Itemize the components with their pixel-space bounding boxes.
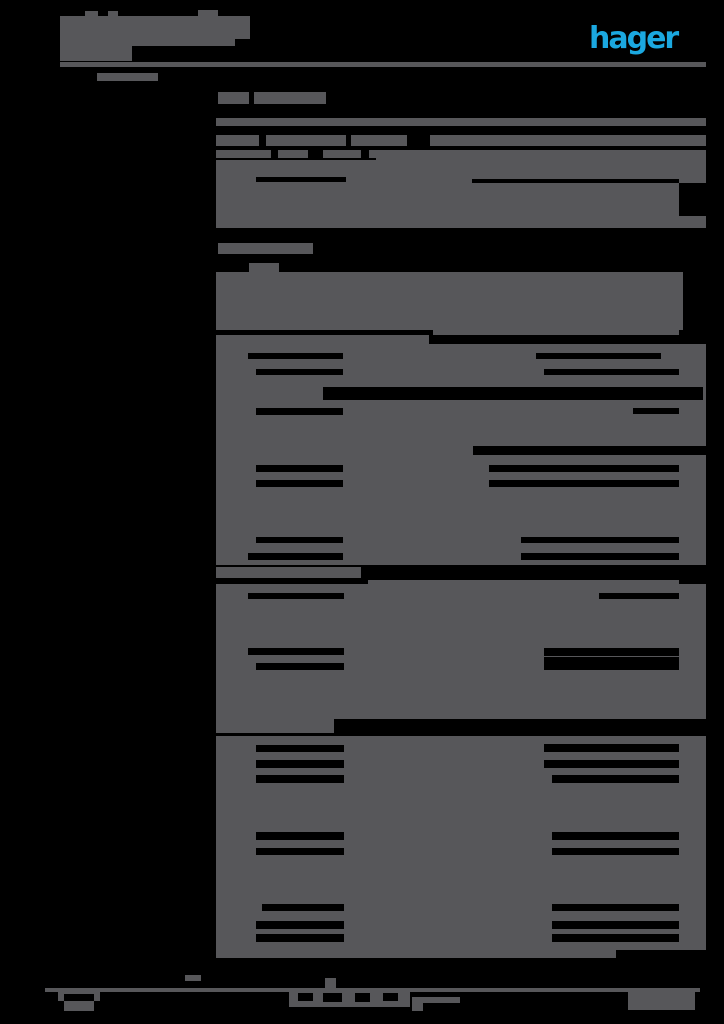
row-gap xyxy=(489,480,679,487)
row-gap xyxy=(544,648,679,656)
doc-subtitle-block xyxy=(60,39,235,46)
row-gap xyxy=(256,934,344,942)
intro-dense-mass xyxy=(376,150,706,167)
header-rule xyxy=(60,62,706,67)
row-gap xyxy=(256,921,344,929)
intro-line2-seg xyxy=(323,150,361,158)
row-gap xyxy=(521,537,679,543)
row-gap xyxy=(256,775,344,783)
intro-line-seg xyxy=(430,135,706,146)
footer-tray-icon-left xyxy=(58,994,64,1001)
cert-icon-gap xyxy=(355,993,370,1002)
row-gap xyxy=(248,593,344,599)
spec-table-lastline xyxy=(216,446,473,455)
row-gap xyxy=(544,657,679,670)
row-gap xyxy=(256,408,343,415)
paragraph-end-line xyxy=(216,719,334,733)
header-tick-2 xyxy=(108,11,118,16)
intro-line2-seg xyxy=(369,150,376,158)
intro-line3 xyxy=(216,160,376,167)
footer-tray-icon-top xyxy=(58,990,100,994)
row-gap xyxy=(256,537,343,543)
footer-tray-icon-base xyxy=(64,1001,94,1011)
header-tick-3 xyxy=(198,10,218,17)
header-tick-1 xyxy=(85,11,98,16)
doc-title-block xyxy=(60,16,250,39)
footnote-mark-2 xyxy=(325,978,336,988)
footer-rule xyxy=(45,988,700,992)
line-gap xyxy=(256,177,346,182)
row-gap xyxy=(544,760,679,768)
footer-tray-icon-right xyxy=(94,994,100,1001)
row-gap xyxy=(552,904,679,911)
cert-icon-gap xyxy=(383,993,398,1001)
section-heading-2 xyxy=(218,243,313,254)
row-gap xyxy=(323,387,703,400)
row-gap xyxy=(552,832,679,840)
row-gap xyxy=(552,934,679,942)
table-top-partial xyxy=(368,580,679,584)
row-gap xyxy=(256,832,344,840)
row-gap xyxy=(256,663,344,670)
row-gap xyxy=(262,904,344,911)
hager-logo: hager xyxy=(589,21,679,56)
row-gap xyxy=(552,775,679,783)
edge-gap xyxy=(679,183,706,216)
section-heading-3 xyxy=(216,567,361,578)
table-bottom-notch xyxy=(616,950,706,958)
footnote-mark-1 xyxy=(185,975,201,981)
intro-line-seg xyxy=(351,135,407,146)
product-heading-seg xyxy=(218,92,249,104)
paragraph-2-slab xyxy=(216,272,683,330)
row-gap xyxy=(256,760,344,768)
paragraph-2-tail xyxy=(433,330,679,335)
row-gap xyxy=(521,553,679,560)
row-gap xyxy=(489,465,679,472)
row-gap xyxy=(248,648,344,655)
cert-icon-gap xyxy=(323,993,342,1002)
row-gap xyxy=(544,369,679,375)
row-gap xyxy=(633,408,679,414)
footer-small-descender xyxy=(412,1003,423,1011)
page-number-box xyxy=(628,988,695,1010)
intro-line-seg xyxy=(216,135,259,146)
row-gap xyxy=(552,848,679,855)
paragraph-2-ascenders xyxy=(249,263,279,272)
row-gap xyxy=(256,480,343,487)
spec-table-slab-2 xyxy=(216,455,706,565)
row-gap xyxy=(256,369,343,375)
intro-subline xyxy=(216,118,706,126)
product-heading-seg xyxy=(254,92,326,104)
row-gap xyxy=(248,553,343,560)
row-gap xyxy=(544,744,679,752)
line-gap xyxy=(472,179,679,183)
footer-cert-icons-strip xyxy=(289,992,410,1007)
row-gap xyxy=(256,465,343,472)
row-gap xyxy=(256,848,344,855)
cert-icon-gap xyxy=(298,993,313,1001)
intro-line-seg xyxy=(266,135,346,146)
footer-small-text xyxy=(412,997,460,1003)
row-gap xyxy=(599,593,679,599)
row-gap xyxy=(552,921,679,929)
row-gap xyxy=(536,353,661,359)
row-gap xyxy=(256,745,344,752)
header-address-block xyxy=(60,46,132,61)
intro-line2-seg xyxy=(278,150,308,158)
intro-line2-seg xyxy=(216,150,271,158)
header-meta-line xyxy=(97,73,158,81)
row-gap xyxy=(248,353,343,359)
